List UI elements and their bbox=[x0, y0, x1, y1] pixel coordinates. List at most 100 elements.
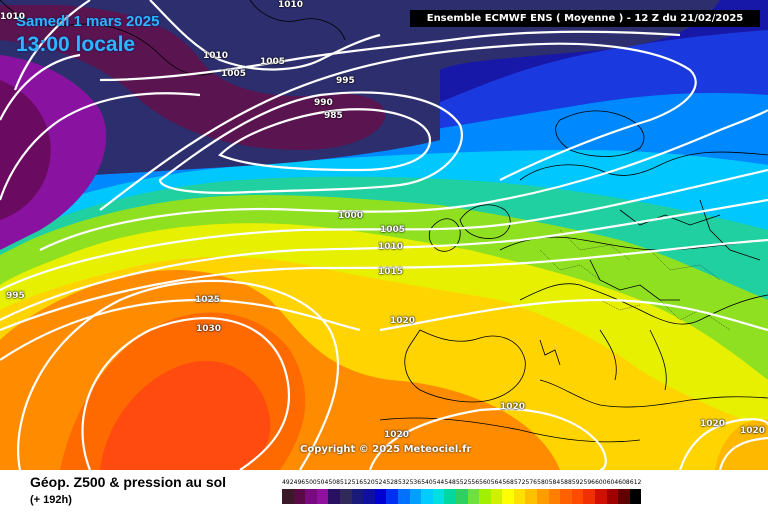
scale-label: 568 bbox=[502, 479, 514, 486]
isobar-label: 1030 bbox=[196, 324, 222, 334]
scale-step: 516 bbox=[351, 478, 364, 506]
scale-step: 584 bbox=[548, 478, 561, 506]
scale-step: 568 bbox=[502, 478, 514, 506]
scale-swatch bbox=[351, 489, 364, 504]
scale-swatch bbox=[525, 489, 538, 504]
isobar-label: 1020 bbox=[740, 426, 766, 436]
scale-step: 512 bbox=[339, 478, 352, 506]
scale-swatch bbox=[560, 489, 572, 504]
scale-swatch bbox=[282, 489, 294, 504]
scale-label: 600 bbox=[595, 479, 607, 486]
valid-time: 13:00 locale bbox=[16, 33, 136, 56]
scale-label: 548 bbox=[444, 479, 456, 486]
isobar-label: 1020 bbox=[500, 402, 526, 412]
scale-step: 508 bbox=[328, 478, 340, 506]
scale-swatch bbox=[513, 489, 526, 504]
isobar-label: 1010 bbox=[378, 242, 404, 252]
scale-swatch bbox=[409, 489, 422, 504]
scale-swatch bbox=[397, 489, 410, 504]
scale-swatch bbox=[571, 489, 584, 504]
chart-title: Géop. Z500 & pression au sol bbox=[30, 474, 227, 490]
legend-footer: Géop. Z500 & pression au sol (+ 192h) 49… bbox=[0, 470, 768, 512]
scale-swatch bbox=[502, 489, 514, 504]
scale-label: 564 bbox=[490, 479, 503, 486]
isobar-label: 1010 bbox=[203, 51, 229, 61]
scale-swatch bbox=[618, 489, 630, 504]
isobar-label: 990 bbox=[314, 98, 333, 108]
scale-swatch bbox=[479, 489, 491, 504]
color-scale: 492 496 500 504 508 512 516 520 524 528 532 536 540 5… bbox=[282, 478, 642, 506]
scale-label: 576 bbox=[525, 479, 537, 486]
scale-label: 524 bbox=[374, 479, 387, 486]
isobar-label: 985 bbox=[324, 111, 343, 121]
scale-label: 604 bbox=[606, 479, 619, 486]
scale-swatch bbox=[293, 489, 306, 504]
scale-step: 520 bbox=[363, 478, 375, 506]
scale-step: 560 bbox=[479, 478, 491, 506]
scale-swatch bbox=[455, 489, 468, 504]
scale-swatch bbox=[328, 489, 340, 504]
forecast-lead: (+ 192h) bbox=[30, 494, 72, 506]
scale-label: 572 bbox=[513, 479, 526, 486]
scale-step: 608 bbox=[618, 478, 630, 506]
scale-step: 556 bbox=[467, 478, 480, 506]
scale-label: 544 bbox=[432, 479, 445, 486]
scale-swatch bbox=[432, 489, 445, 504]
scale-label: 608 bbox=[618, 479, 630, 486]
scale-step: 592 bbox=[571, 478, 584, 506]
low-center-985 bbox=[0, 5, 386, 150]
scale-swatch bbox=[548, 489, 561, 504]
scale-label: 532 bbox=[398, 479, 410, 486]
scale-step: 564 bbox=[490, 478, 503, 506]
scale-label: 528 bbox=[386, 479, 398, 486]
scale-step: 524 bbox=[374, 478, 387, 506]
scale-step: 552 bbox=[455, 478, 468, 506]
scale-swatch bbox=[583, 489, 596, 504]
scale-label: 612 bbox=[629, 479, 642, 486]
scale-swatch bbox=[595, 489, 607, 504]
isobar-label: 1000 bbox=[338, 211, 364, 221]
isobar-label: 1010 bbox=[0, 12, 26, 22]
scale-swatch bbox=[421, 489, 433, 504]
scale-step: 496 bbox=[293, 478, 306, 506]
cold-core-west bbox=[0, 80, 51, 220]
scale-step: 536 bbox=[409, 478, 422, 506]
scale-swatch bbox=[386, 489, 398, 504]
scale-step: 576 bbox=[525, 478, 538, 506]
scale-step: 548 bbox=[444, 478, 456, 506]
scale-swatch bbox=[490, 489, 503, 504]
scale-swatch bbox=[606, 489, 619, 504]
scale-label: 580 bbox=[537, 479, 549, 486]
isobar-label: 1020 bbox=[700, 419, 726, 429]
scale-step: 532 bbox=[397, 478, 410, 506]
scale-swatch bbox=[537, 489, 549, 504]
scale-label: 560 bbox=[479, 479, 491, 486]
geopotential-field bbox=[0, 0, 768, 470]
ridge-588 bbox=[100, 361, 271, 470]
scale-step: 596 bbox=[583, 478, 596, 506]
copyright-notice: Copyright © 2025 Meteociel.fr bbox=[300, 444, 472, 455]
valid-date: Samedi 1 mars 2025 bbox=[16, 13, 160, 30]
coastlines bbox=[0, 0, 768, 443]
isobar-label: 1010 bbox=[278, 0, 304, 10]
scale-label: 584 bbox=[548, 479, 561, 486]
scale-label: 500 bbox=[305, 479, 317, 486]
scale-step: 604 bbox=[606, 478, 619, 506]
isobar-label: 1005 bbox=[380, 225, 406, 235]
scale-swatch bbox=[363, 489, 375, 504]
scale-step: 540 bbox=[421, 478, 433, 506]
scale-step: 612 bbox=[629, 478, 642, 506]
isobar-label: 1005 bbox=[221, 69, 247, 79]
scale-swatch bbox=[444, 489, 456, 504]
scale-step: 544 bbox=[432, 478, 445, 506]
scale-step: 504 bbox=[316, 478, 329, 506]
borders bbox=[539, 229, 731, 331]
scale-label: 504 bbox=[316, 479, 329, 486]
scale-swatch bbox=[339, 489, 352, 504]
model-run-banner: Ensemble ECMWF ENS ( Moyenne ) - 12 Z du… bbox=[410, 10, 760, 27]
scale-label: 492 bbox=[282, 479, 294, 486]
isobar-label: 1025 bbox=[195, 295, 221, 305]
isobar-label: 1015 bbox=[378, 267, 404, 277]
scale-label: 552 bbox=[455, 479, 468, 486]
scale-step: 600 bbox=[595, 478, 607, 506]
